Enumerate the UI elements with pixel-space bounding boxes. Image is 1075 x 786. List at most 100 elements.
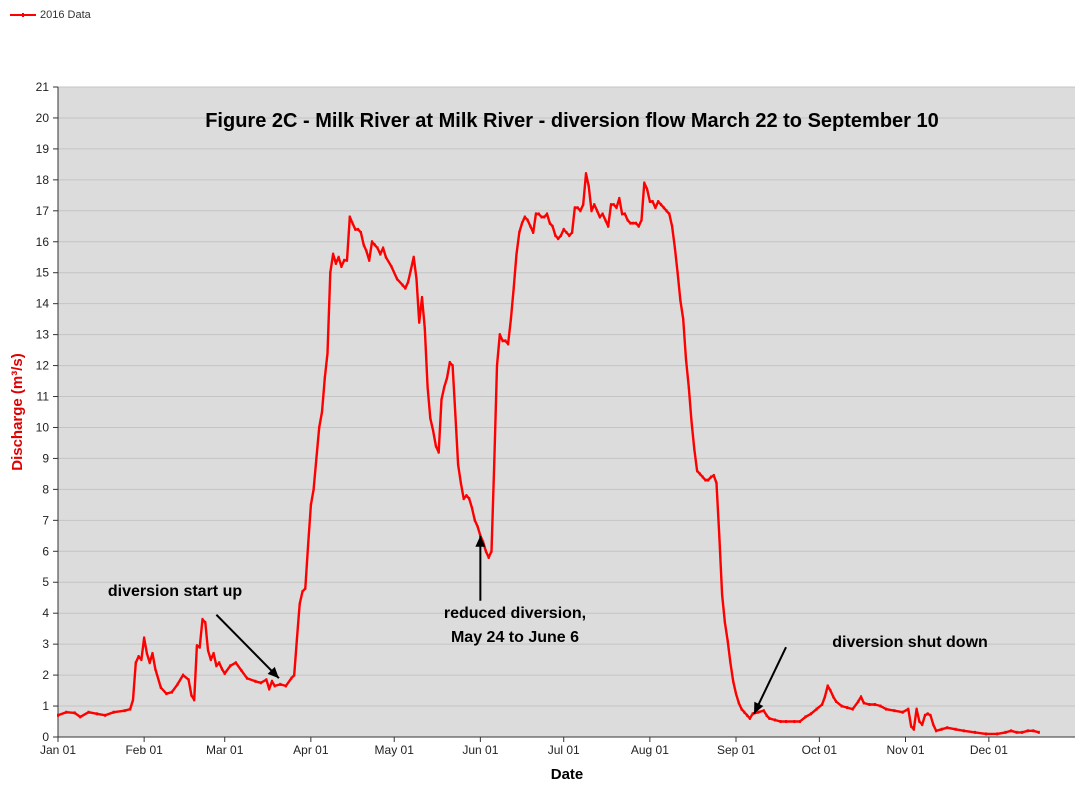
data-point [840, 704, 843, 708]
data-point [740, 707, 743, 711]
data-point [129, 707, 132, 711]
data-point [404, 286, 407, 290]
data-point [573, 206, 576, 210]
y-tick-label: 10 [36, 420, 50, 434]
y-tick-label: 3 [42, 637, 49, 651]
data-point [687, 385, 690, 389]
data-point [359, 230, 362, 234]
x-tick-label: Feb 01 [125, 743, 163, 757]
data-point [432, 429, 435, 433]
arrow-head-icon [475, 535, 486, 547]
data-point [104, 713, 107, 717]
data-point [798, 720, 801, 724]
x-tick-label: Nov 01 [886, 743, 924, 757]
data-point [218, 661, 221, 665]
data-point [145, 651, 148, 655]
data-point [270, 679, 273, 683]
data-point [762, 709, 765, 713]
chart-title: Figure 2C - Milk River at Milk River - d… [205, 110, 939, 132]
y-tick-label: 13 [36, 328, 50, 342]
data-point [646, 187, 649, 191]
data-point [507, 342, 510, 346]
data-point [515, 252, 518, 256]
data-point [665, 209, 668, 213]
data-point [245, 676, 248, 680]
data-point [557, 237, 560, 241]
data-point [576, 206, 579, 210]
data-point [498, 333, 501, 337]
data-point [662, 206, 665, 210]
data-point [518, 230, 521, 234]
data-point [1015, 730, 1018, 734]
data-point [426, 385, 429, 389]
data-point [396, 277, 398, 281]
data-point [946, 726, 949, 730]
data-point [590, 209, 593, 213]
x-tick-label: Jan 01 [40, 743, 76, 757]
data-point [476, 525, 479, 529]
data-point [551, 224, 554, 228]
data-point [290, 676, 293, 680]
data-point [679, 299, 682, 303]
data-point [151, 651, 154, 655]
data-point [618, 196, 621, 200]
data-point [301, 590, 304, 594]
y-tick-label: 16 [36, 235, 50, 249]
data-point [345, 258, 348, 262]
y-tick-label: 2 [42, 668, 49, 682]
data-point [554, 234, 557, 238]
data-point [268, 687, 271, 691]
data-point [459, 481, 462, 485]
x-axis-ticks: Jan 01 Feb 01 Mar 01 Apr 01 May 01 Jun 01 Jul … [40, 737, 1008, 757]
data-point [862, 701, 865, 705]
data-point [607, 224, 610, 228]
y-tick-label: 21 [36, 80, 50, 94]
y-tick-label: 9 [42, 451, 49, 465]
data-point [1032, 729, 1035, 733]
data-point [621, 212, 624, 216]
data-point [329, 271, 332, 275]
data-point [648, 200, 651, 204]
data-point [512, 286, 515, 290]
x-tick-label: Jul 01 [548, 743, 580, 757]
data-point [684, 357, 687, 361]
data-point [732, 679, 735, 683]
data-point [493, 460, 496, 464]
x-tick-label: May 01 [375, 743, 415, 757]
data-point [815, 707, 818, 711]
data-point [223, 672, 226, 676]
data-point [193, 698, 196, 702]
data-point [165, 692, 168, 696]
data-point [496, 364, 499, 368]
data-point [170, 690, 173, 694]
data-point [901, 710, 904, 714]
data-point [868, 703, 871, 706]
data-point [365, 249, 368, 253]
data-point [212, 651, 215, 655]
data-point [384, 255, 387, 259]
arrow-head-icon [754, 701, 764, 714]
data-point [304, 586, 307, 590]
data-point [735, 692, 737, 696]
data-point [334, 261, 337, 265]
data-point [323, 376, 326, 380]
data-point [659, 203, 662, 207]
data-point [571, 230, 574, 234]
data-point [379, 252, 382, 256]
data-point [857, 699, 860, 703]
data-point [529, 224, 532, 228]
data-point [651, 200, 654, 204]
data-point [907, 707, 910, 711]
data-point [198, 645, 201, 649]
data-point [634, 221, 637, 225]
data-point [284, 684, 287, 688]
data-point [534, 212, 537, 216]
data-point [559, 234, 562, 238]
data-point [332, 252, 335, 256]
data-point [596, 209, 599, 213]
data-point [354, 227, 357, 231]
data-point [860, 695, 863, 699]
data-point [195, 644, 198, 648]
data-point [307, 543, 310, 547]
y-tick-label: 7 [42, 513, 49, 527]
